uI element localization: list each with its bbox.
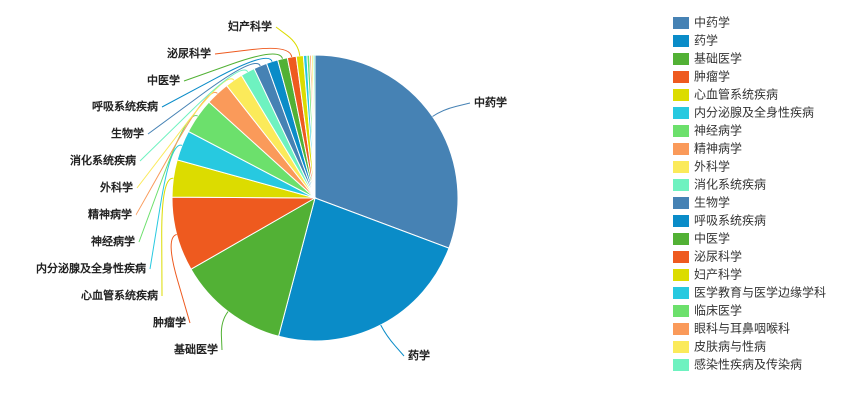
pie-slice (190, 196, 316, 337)
leader-line (214, 47, 293, 58)
legend-swatch[interactable] (673, 89, 689, 101)
legend-label[interactable]: 精神病学 (694, 141, 742, 156)
legend-label[interactable]: 肿瘤学 (694, 69, 730, 84)
leader-line (161, 57, 273, 108)
leader-line (183, 53, 283, 82)
legend-swatch[interactable] (673, 17, 689, 29)
legend-label[interactable]: 基础医学 (694, 51, 742, 66)
legend-label[interactable]: 消化系统疾病 (694, 177, 766, 192)
leader-line (170, 233, 191, 324)
legend-swatch[interactable] (673, 161, 689, 173)
leader-line (147, 62, 261, 135)
legend-swatch[interactable] (673, 251, 689, 263)
legend-swatch[interactable] (673, 125, 689, 137)
legend-label[interactable]: 心血管系统疾病 (694, 87, 778, 102)
legend-label[interactable]: 中医学 (694, 231, 730, 246)
leader-line (432, 102, 471, 117)
slice-label: 呼吸系统疾病 (92, 99, 158, 113)
legend-label[interactable]: 妇产科学 (694, 267, 742, 282)
legend-swatch[interactable] (673, 287, 689, 299)
slice-label: 泌尿科学 (167, 46, 211, 60)
slice-label: 生物学 (111, 126, 144, 140)
slice-label: 消化系统疾病 (70, 153, 136, 167)
legend-label[interactable]: 中药学 (694, 15, 730, 30)
legend-label[interactable]: 药学 (694, 33, 718, 48)
legend-label[interactable]: 感染性疾病及传染病 (694, 357, 802, 372)
slice-label: 基础医学 (173, 342, 218, 356)
legend-label[interactable]: 皮肤病与性病 (694, 339, 766, 354)
legend-swatch[interactable] (673, 143, 689, 155)
leader-line (161, 177, 174, 297)
slice-label: 药学 (408, 348, 430, 362)
legend-label[interactable]: 医学教育与医学边缘学科 (694, 285, 826, 300)
legend-swatch[interactable] (673, 323, 689, 335)
legend-label[interactable]: 内分泌腺及全身性疾病 (694, 105, 814, 120)
legend-label[interactable]: 眼科与耳鼻咽喉科 (694, 321, 790, 336)
slice-label: 神经病学 (91, 234, 135, 248)
pie-slice (312, 54, 316, 199)
slice-label: 中医学 (147, 73, 180, 87)
legend-swatch[interactable] (673, 197, 689, 209)
legend-label[interactable]: 神经病学 (694, 123, 742, 138)
legend-swatch[interactable] (673, 233, 689, 245)
slice-label: 妇产科学 (227, 19, 272, 33)
legend-label[interactable]: 泌尿科学 (694, 249, 742, 264)
legend-swatch[interactable] (673, 107, 689, 119)
legend-swatch[interactable] (673, 71, 689, 83)
slice-label: 肿瘤学 (153, 315, 186, 329)
legend-label[interactable]: 呼吸系统疾病 (694, 213, 766, 228)
legend-swatch[interactable] (673, 359, 689, 371)
slice-label: 中药学 (474, 95, 507, 109)
slice-label: 内分泌腺及全身性疾病 (36, 261, 146, 275)
legend-label[interactable]: 外科学 (694, 159, 730, 174)
legend-swatch[interactable] (673, 305, 689, 317)
leader-line (149, 144, 183, 270)
leader-line (139, 69, 249, 162)
legend-swatch[interactable] (673, 269, 689, 281)
pie-slice (277, 197, 450, 342)
legend-label[interactable]: 临床医学 (694, 303, 742, 318)
legend-swatch[interactable] (673, 341, 689, 353)
legend-label[interactable]: 生物学 (694, 195, 730, 210)
leader-line (136, 78, 235, 189)
slice-label: 心血管系统疾病 (81, 288, 158, 302)
leader-line (380, 324, 405, 357)
slice-label: 外科学 (99, 180, 133, 194)
slice-label: 精神病学 (88, 207, 132, 221)
leader-line (275, 26, 301, 56)
legend-swatch[interactable] (673, 35, 689, 47)
legend-swatch[interactable] (673, 179, 689, 191)
leader-line (220, 311, 229, 351)
legend-swatch[interactable] (673, 53, 689, 65)
legend-swatch[interactable] (673, 215, 689, 227)
